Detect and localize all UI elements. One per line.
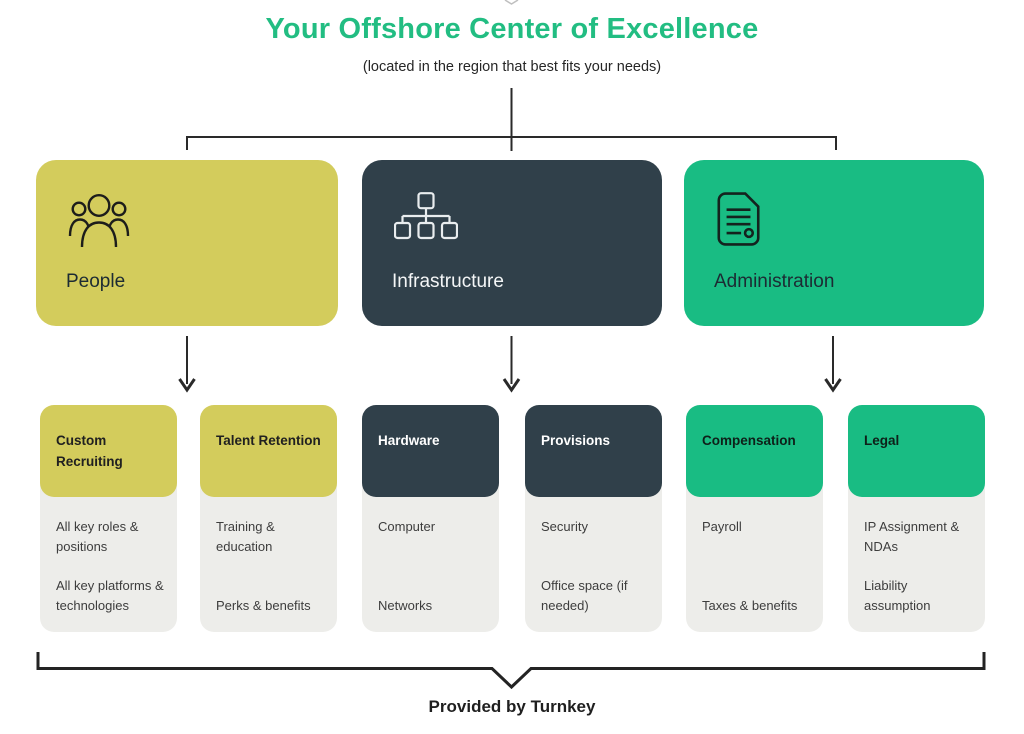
subcard-title: Provisions [541,433,611,448]
category-card-people: People [36,160,338,326]
footer-label: Provided by Turnkey [428,697,596,716]
subcard-title: Compensation [702,433,796,448]
category-label-administration: Administration [714,271,835,292]
subcard-item: Perks & benefits [216,598,311,613]
category-label-infrastructure: Infrastructure [392,271,504,292]
subcard-header: Talent Retention [200,405,337,497]
subcard-custom-recruiting: Custom Recruiting All key roles & positi… [40,405,177,632]
arrow-infrastructure [502,336,521,393]
subcard-item: Security [541,519,588,534]
subcard-item: Liability assumption [864,578,931,613]
subcard-header: Provisions [525,405,662,497]
subcard-header: Legal [848,405,985,497]
bottom-brace [36,652,986,690]
subcard-compensation: Compensation Payroll Taxes & benefits [686,405,823,632]
subcard-item: All key roles & positions [56,519,139,554]
people-group-icon [68,193,130,248]
subcard-title: Hardware [378,433,440,448]
subcard-talent-retention: Talent Retention Training & education Pe… [200,405,337,632]
subcard-hardware: Hardware Computer Networks [362,405,499,632]
subcard-item: Taxes & benefits [702,598,798,613]
subcard-legal: Legal IP Assignment & NDAs Liability ass… [848,405,985,632]
subcard-provisions: Provisions Security Office space (if nee… [525,405,662,632]
org-chart-icon [394,192,458,240]
subcard-item: All key platforms & technologies [56,578,164,613]
subcard-header: Custom Recruiting [40,405,177,497]
document-icon [717,192,760,246]
top-bracket [186,136,837,150]
subcard-item: Training & education [216,519,275,554]
page-subtitle: (located in the region that best fits yo… [362,59,662,75]
subcard-item: Office space (if needed) [541,578,628,613]
subcard-item: Computer [378,519,436,534]
category-card-administration: Administration [684,160,984,326]
subcard-title: Talent Retention [216,433,321,448]
category-label-people: People [66,271,126,292]
subcard-item: Payroll [702,519,742,534]
page-title: Your Offshore Center of Excellence [265,13,759,45]
arrow-people [178,336,196,393]
top-edge-artifact [504,0,519,5]
subcard-title: Custom Recruiting [56,433,123,469]
subcard-title: Legal [864,433,900,448]
subcard-header: Compensation [686,405,823,497]
category-card-infrastructure: Infrastructure [362,160,662,326]
subcard-header: Hardware [362,405,499,497]
arrow-administration [824,336,842,393]
subcard-item: IP Assignment & NDAs [864,519,960,554]
subcard-item: Networks [378,598,433,613]
